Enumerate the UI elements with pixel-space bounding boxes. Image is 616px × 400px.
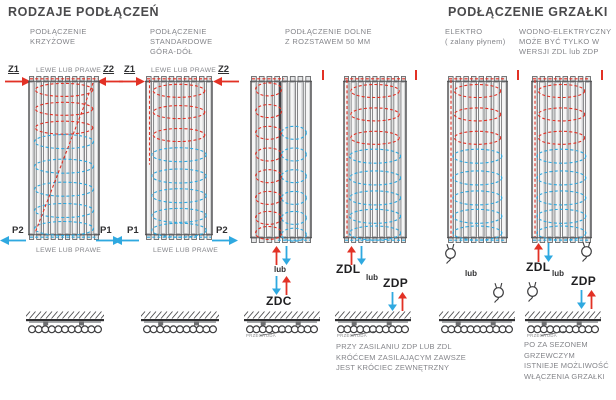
electric-plug-icon — [579, 241, 595, 263]
floor-mount-cross-section: PRZEGRODA — [244, 311, 320, 338]
orientation-note: LEWE LUB PRAWE — [36, 247, 102, 254]
port-label-p1: P1 — [127, 225, 139, 236]
supply-arrow-icon — [97, 77, 123, 86]
section-title-wodno: WODNO-ELEKTRYCZNY MOŻE BYĆ TYLKO W WERSJ… — [519, 27, 612, 57]
section-title-krzyzowe: PODŁĄCZENIE KRZYŻOWE — [30, 27, 87, 47]
radiator-electric-diagram — [447, 76, 508, 243]
supply-up-arrow-icon — [398, 292, 407, 311]
supply-up-arrow-icon — [272, 246, 281, 265]
return-arrow-icon — [113, 236, 139, 245]
supply-up-arrow-icon — [282, 276, 291, 295]
section-divider-tick — [322, 70, 324, 80]
return-down-arrow-icon — [577, 290, 586, 309]
or-label: lub — [552, 269, 564, 278]
floor-mount-cross-section — [439, 311, 515, 338]
supply-up-arrow-icon — [534, 243, 543, 262]
connection-label-zdl: ZDL — [336, 262, 361, 276]
port-label-p2: P2 — [216, 225, 228, 236]
return-down-arrow-icon — [357, 246, 366, 265]
floor-mount-cross-section — [141, 311, 219, 338]
radiator-zdl-zdp-diagram — [343, 76, 407, 243]
port-label-z1: Z1 — [124, 64, 136, 75]
radiator-topdown-diagram — [145, 76, 213, 240]
section-divider-tick — [517, 70, 519, 80]
electric-plug-icon — [491, 282, 507, 304]
section-title-dolne: PODŁĄCZENIE DOLNE Z ROZSTAWEM 50 MM — [285, 27, 372, 47]
connection-label-zdl: ZDL — [526, 260, 551, 274]
section-title-standardowe: PODŁĄCZENIE STANDARDOWE GÓRA-DÓŁ — [150, 27, 213, 57]
return-arrow-icon — [0, 236, 26, 245]
supply-arrow-icon — [119, 77, 145, 86]
floor-mount-cross-section: PRZEGRODA — [335, 311, 411, 338]
port-label-z2: Z2 — [218, 64, 230, 75]
return-arrow-icon — [212, 236, 238, 245]
or-label: lub — [274, 265, 286, 274]
radiator-zdc-diagram — [250, 76, 312, 243]
or-label: lub — [465, 269, 477, 278]
port-label-z1: Z1 — [8, 64, 20, 75]
heater-season-note: PO ZA SEZONEM GRZEWCZYM ISTNIEJE MOŻLIWO… — [524, 340, 609, 381]
section-divider-tick — [415, 70, 417, 80]
radiator-cross-diagram — [28, 76, 100, 240]
radiator-water-electric-diagram — [531, 76, 592, 243]
page-title-right: PODŁĄCZENIE GRZAŁKI — [448, 5, 609, 19]
supply-arrow-icon — [213, 77, 239, 86]
return-down-arrow-icon — [544, 243, 553, 262]
return-down-arrow-icon — [272, 276, 281, 295]
svg-text:PRZEGRODA: PRZEGRODA — [246, 333, 276, 338]
electric-plug-icon — [525, 281, 541, 303]
supply-up-arrow-icon — [347, 246, 356, 265]
or-label: lub — [366, 273, 378, 282]
orientation-note: LEWE LUB PRAWE — [151, 67, 217, 74]
svg-text:PRZEGRODA: PRZEGRODA — [337, 333, 367, 338]
supply-arrow-icon — [5, 77, 31, 86]
connection-label-zdp: ZDP — [383, 276, 409, 290]
port-label-p1: P1 — [100, 225, 112, 236]
floor-mount-cross-section — [26, 311, 104, 338]
page-title-left: RODZAJE PODŁĄCZEŃ — [8, 5, 160, 19]
orientation-note: LEWE LUB PRAWE — [36, 67, 102, 74]
port-label-p2: P2 — [12, 225, 24, 236]
supply-up-arrow-icon — [587, 290, 596, 309]
section-title-elektro: ELEKTRO ( zalany płynem) — [445, 27, 506, 47]
port-label-z2: Z2 — [103, 64, 115, 75]
orientation-note: LEWE LUB PRAWE — [153, 247, 219, 254]
zdp-zdl-note: PRZY ZASILANIU ZDP LUB ZDL KRÓĆCEM ZASIL… — [336, 342, 466, 372]
connection-label-zdp: ZDP — [571, 274, 597, 288]
return-down-arrow-icon — [388, 292, 397, 311]
section-divider-tick — [601, 70, 603, 80]
floor-mount-cross-section: PRZEGRODA — [525, 311, 601, 338]
return-down-arrow-icon — [282, 246, 291, 265]
connection-label-zdc: ZDC — [266, 294, 292, 308]
svg-text:PRZEGRODA: PRZEGRODA — [527, 333, 557, 338]
electric-plug-icon — [443, 243, 459, 265]
